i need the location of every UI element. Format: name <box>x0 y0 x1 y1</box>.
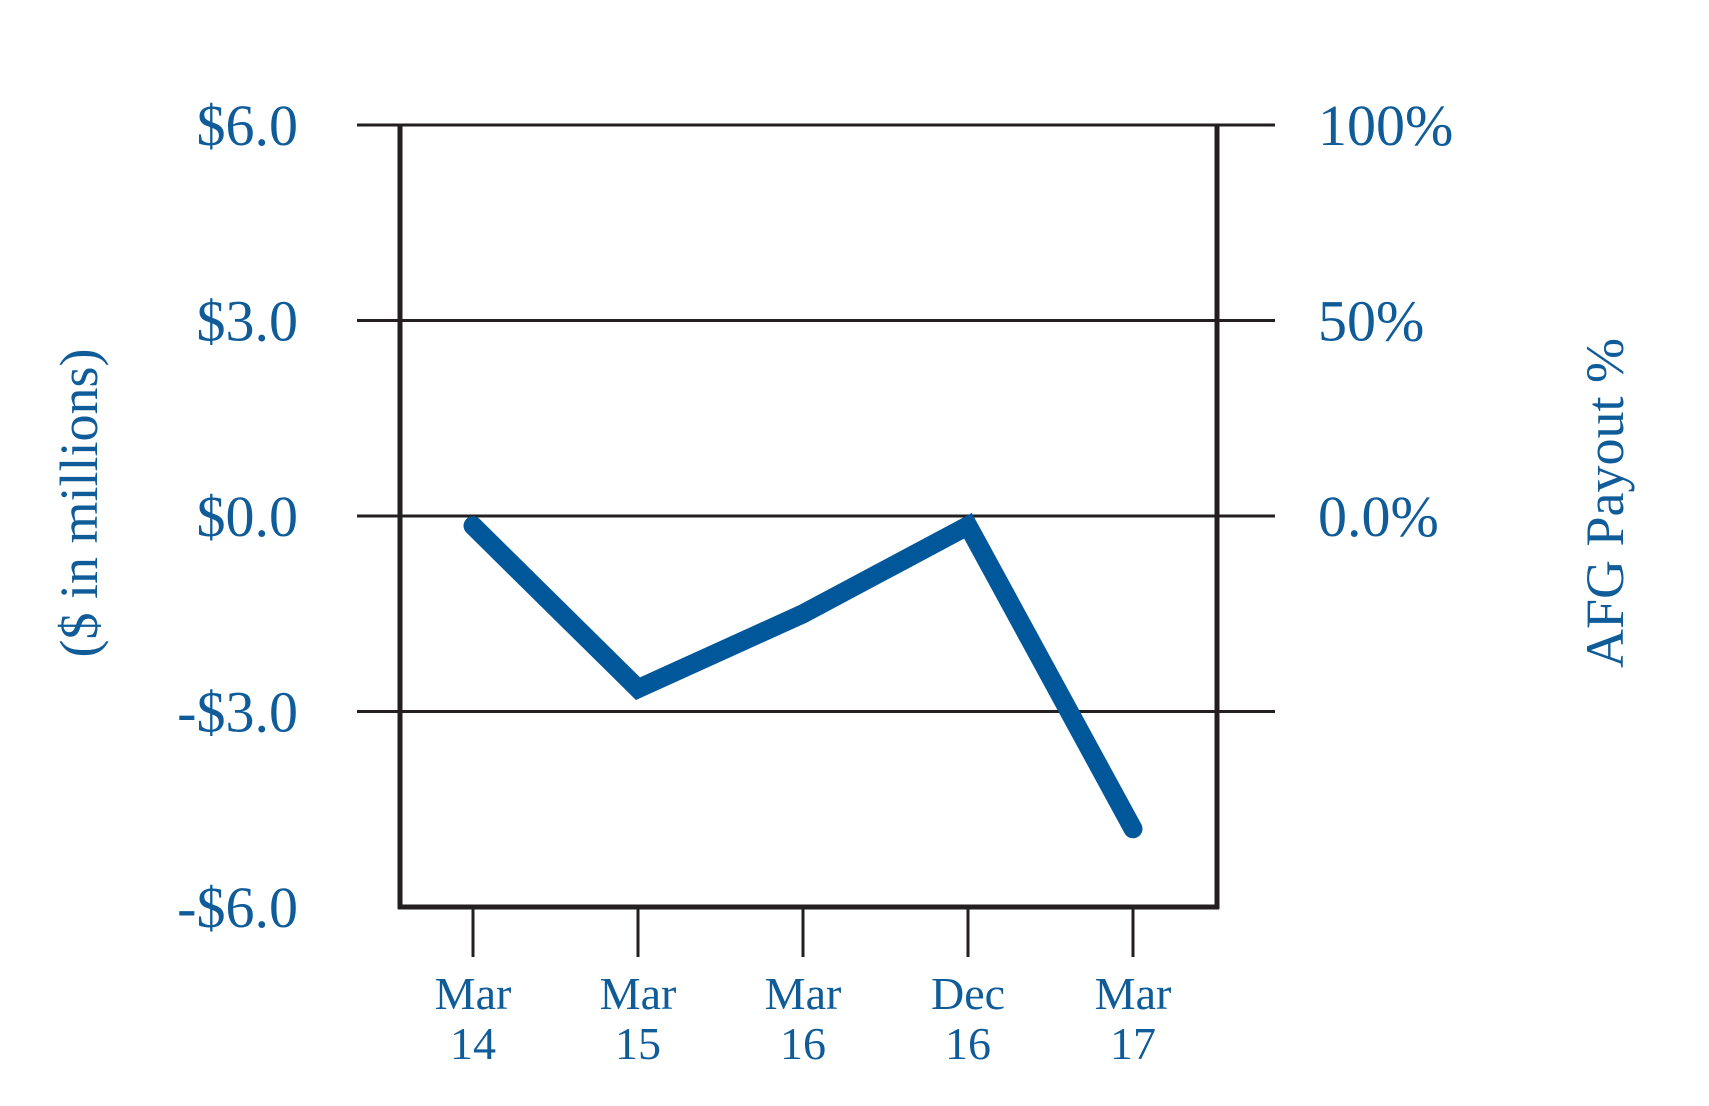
right-y-tick-label: 100% <box>1318 93 1453 158</box>
x-tick-label: Dec 16 <box>931 968 1005 1069</box>
x-tick-label: Mar 14 <box>435 968 512 1069</box>
left-y-tick-labels: $6.0 $3.0 $0.0 -$3.0 -$6.0 <box>177 93 298 940</box>
left-y-tick-label: $0.0 <box>197 484 299 549</box>
x-tick-label-line: Dec <box>931 968 1005 1019</box>
x-tick-label: Mar 17 <box>1095 968 1172 1069</box>
right-y-tick-labels: 100% 50% 0.0% <box>1318 93 1453 549</box>
x-tick-label-line: 17 <box>1110 1018 1156 1069</box>
x-tick-label-line: Mar <box>600 968 677 1019</box>
x-tick-label: Mar 16 <box>765 968 842 1069</box>
right-y-tick-label: 0.0% <box>1318 484 1439 549</box>
x-tick-label: Mar 15 <box>600 968 677 1069</box>
right-y-tick-label: 50% <box>1318 289 1424 354</box>
x-tick-label-line: Mar <box>1095 968 1172 1019</box>
left-y-tick-label: $6.0 <box>197 93 299 158</box>
left-axis-title: ($ in millions) <box>49 349 109 658</box>
x-tick-label-line: Mar <box>765 968 842 1019</box>
x-tick-label-line: 14 <box>450 1018 496 1069</box>
plot-frame <box>397 125 1220 910</box>
series-layer <box>463 512 1143 839</box>
left-y-tick-label: -$6.0 <box>177 875 298 940</box>
x-tick-label-line: 15 <box>615 1018 661 1069</box>
right-axis-title: AFG Payout % <box>1575 338 1635 668</box>
x-tick-label-line: 16 <box>945 1018 991 1069</box>
gridlines <box>357 123 1275 713</box>
left-y-tick-label: $3.0 <box>197 289 299 354</box>
x-tick-label-line: 16 <box>780 1018 826 1069</box>
series-line <box>463 512 1143 839</box>
x-axis-ticks <box>471 907 1135 957</box>
left-y-tick-label: -$3.0 <box>177 680 298 745</box>
x-tick-label-line: Mar <box>435 968 512 1019</box>
